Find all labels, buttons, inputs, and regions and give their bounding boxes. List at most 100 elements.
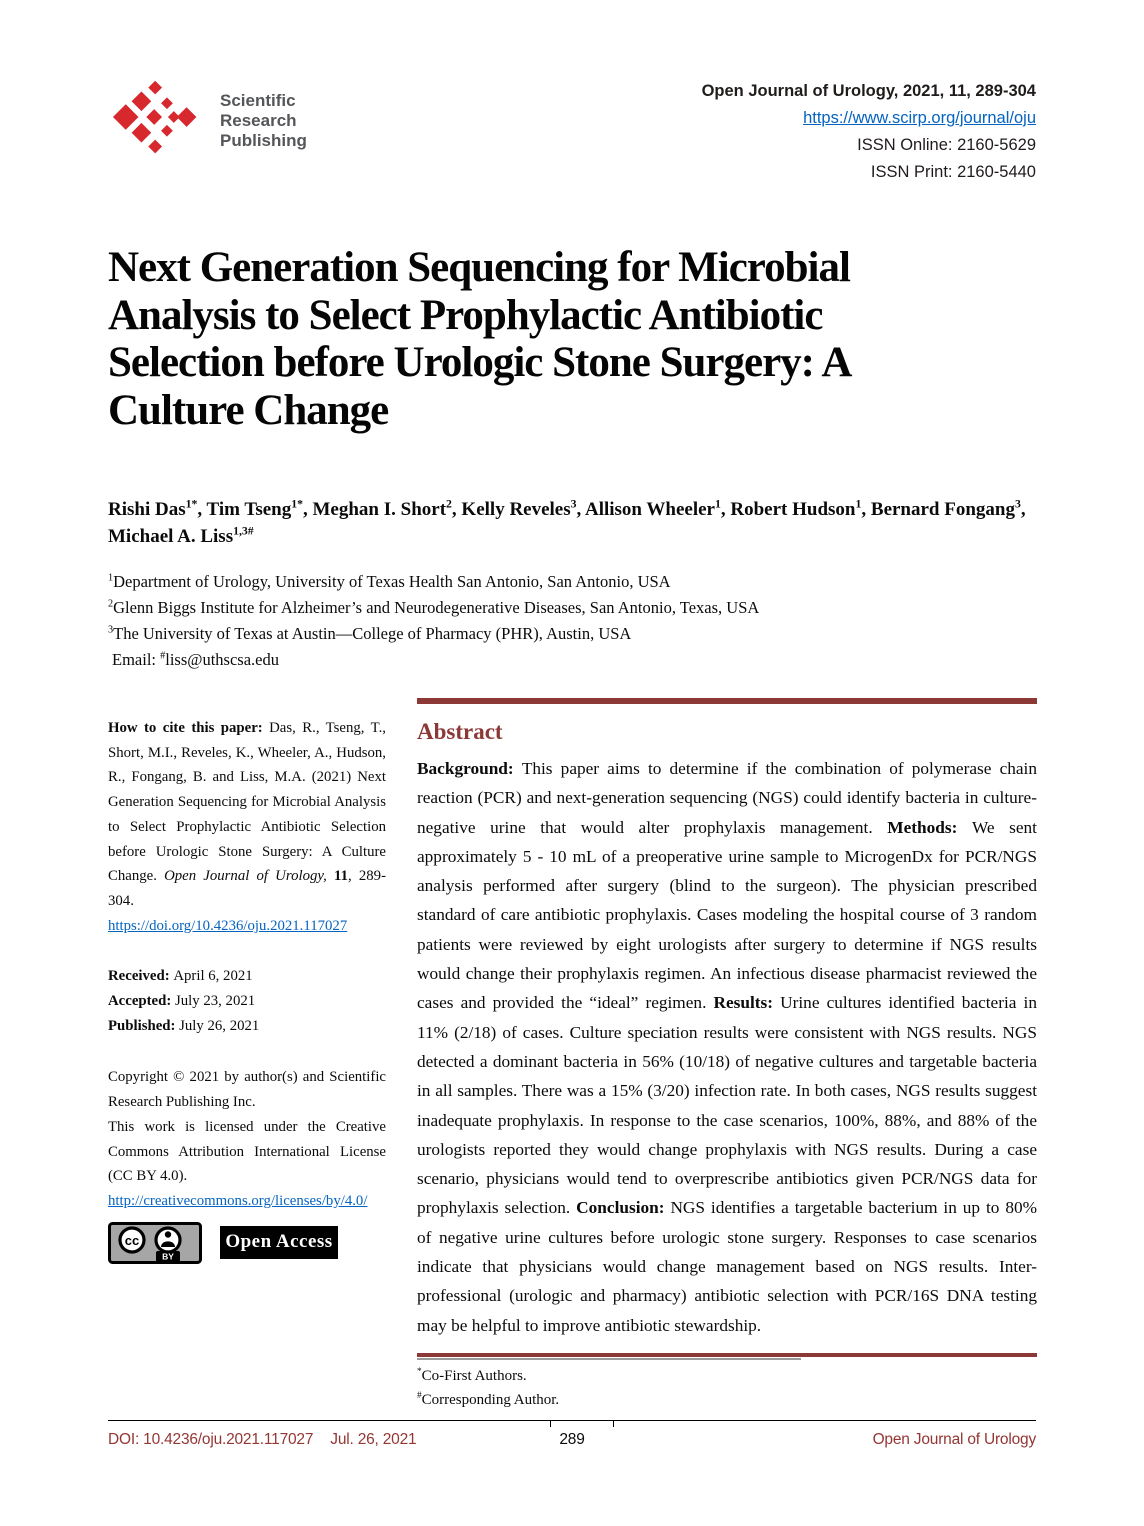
author-superscript: 1: [855, 497, 862, 511]
abstract-results-label: Results:: [713, 993, 781, 1013]
affiliation: 2Glenn Biggs Institute for Alzheimer’s a…: [108, 595, 1028, 621]
published-label: Published:: [108, 1017, 180, 1034]
author-superscript: 1,3#: [233, 524, 254, 538]
journal-url-link[interactable]: https://www.scirp.org/journal/oju: [803, 109, 1036, 127]
abstract-methods-label: Methods:: [887, 817, 972, 837]
affiliation-text: Glenn Biggs Institute for Alzheimer’s an…: [113, 598, 760, 617]
author-superscript: 1*: [291, 497, 303, 511]
title-line: Selection before Urologic Stone Surgery:…: [108, 339, 852, 386]
cc-badge-by-text: BY: [162, 1251, 174, 1261]
author-name: Robert Hudson: [730, 499, 856, 520]
author-name: Bernard Fongang: [870, 499, 1015, 520]
journal-citation-line: Open Journal of Urology, 2021, 11, 289-3…: [701, 82, 1036, 100]
abstract-background-label: Background:: [417, 759, 522, 778]
affiliation-superscript: 3: [108, 624, 114, 636]
publisher-name: Scientific Research Publishing: [220, 74, 307, 151]
abstract-methods-text: We sent approximately 5 - 10 mL of a pre…: [417, 817, 1037, 1013]
footnote-text: Co-First Authors.: [421, 1367, 527, 1384]
footnote: #Corresponding Author.: [417, 1388, 1037, 1413]
footer-journal-name: Open Journal of Urology: [872, 1431, 1037, 1448]
received-line: Received: April 6, 2021: [108, 964, 386, 989]
footnote-text: Corresponding Author.: [421, 1392, 560, 1409]
author-separator: ,: [302, 499, 313, 520]
affiliations: 1Department of Urology, University of Te…: [108, 569, 1028, 673]
footer-doi: DOI: 10.4236/oju.2021.117027: [108, 1431, 314, 1448]
footer-rule-tick: [550, 1421, 551, 1427]
affiliation-text: The University of Texas at Austin—Colleg…: [113, 624, 632, 643]
accepted-line: Accepted: July 23, 2021: [108, 989, 386, 1014]
abstract-results-text: Urine cultures identified bacteria in 11…: [417, 993, 1037, 1218]
abstract-column: Abstract Background: This paper aims to …: [417, 698, 1037, 1413]
author-name: Michael A. Liss: [108, 526, 234, 547]
published-date: July 26, 2021: [179, 1017, 260, 1034]
title-line: Next Generation Sequencing for Microbial: [108, 244, 851, 291]
doi-link[interactable]: https://doi.org/10.4236/oju.2021.117027: [108, 917, 348, 934]
footer-rule: [108, 1420, 1036, 1421]
footer-date: Jul. 26, 2021: [330, 1431, 417, 1448]
footnote-rule: [417, 1352, 1037, 1357]
footnote: *Co-First Authors.: [417, 1364, 1037, 1389]
scirp-diamond-logo-icon: [112, 80, 197, 154]
section-divider-bar: [417, 698, 1037, 704]
author-separator: ,: [720, 499, 731, 520]
cite-label: How to cite this paper:: [108, 720, 270, 736]
author-superscript: 3: [570, 497, 577, 511]
license-badges: cc BY Open Access: [108, 1221, 386, 1264]
license-line: This work is licensed under the Creative…: [108, 1118, 386, 1185]
author-name: Rishi Das: [108, 499, 186, 520]
received-label: Received:: [108, 968, 174, 985]
how-to-cite: How to cite this paper: Das, R., Tseng, …: [108, 716, 386, 914]
author-separator: ,: [197, 499, 207, 520]
affiliation: 1Department of Urology, University of Te…: [108, 569, 1028, 595]
publisher-logo: Scientific Research Publishing: [110, 74, 307, 162]
masthead: Open Journal of Urology, 2021, 11, 289-3…: [702, 78, 1036, 186]
license-link[interactable]: http://creativecommons.org/licenses/by/4…: [108, 1192, 368, 1209]
affiliation-superscript: 2: [108, 598, 114, 610]
accepted-date: July 23, 2021: [174, 993, 256, 1010]
cite-volume: 11: [334, 868, 348, 885]
author-name: Allison Wheeler: [584, 499, 715, 520]
affiliation: 3The University of Texas at Austin—Colle…: [108, 621, 1028, 647]
email-address: liss@uthscsa.edu: [165, 650, 279, 669]
received-date: April 6, 2021: [173, 968, 253, 985]
author-name: Kelly Reveles: [461, 499, 571, 520]
open-access-badge[interactable]: Open Access: [220, 1226, 338, 1260]
author-separator: ,: [1020, 499, 1026, 520]
cite-text: Das, R., Tseng, T., Short, M.I., Reveles…: [108, 720, 386, 885]
author-separator: ,: [576, 499, 585, 520]
author-separator: ,: [451, 499, 462, 520]
footer-page-number: 289: [559, 1431, 585, 1448]
author-separator: ,: [861, 499, 871, 520]
affiliation-text: Department of Urology, University of Tex…: [113, 572, 671, 591]
accepted-label: Accepted:: [108, 993, 175, 1010]
author-superscript: 1*: [185, 497, 198, 511]
author-name: Tim Tseng: [206, 499, 292, 520]
title-line: Culture Change: [108, 386, 389, 434]
title-line: Analysis to Select Prophylactic Antibiot…: [108, 291, 823, 339]
footnote-rule-thin: [417, 1357, 802, 1360]
author-superscript: 3: [1015, 497, 1021, 511]
page-footer: DOI: 10.4236/oju.2021.117027 Jul. 26, 20…: [108, 1431, 1036, 1449]
cite-pages: , 289-304.: [108, 868, 386, 909]
abstract-text: Background: This paper aims to determine…: [417, 754, 1037, 1340]
footnote-marker: #: [417, 1391, 422, 1402]
abstract-heading: Abstract: [417, 719, 503, 744]
sidebar: How to cite this paper: Das, R., Tseng, …: [108, 716, 386, 1264]
cc-by-badge[interactable]: cc BY: [108, 1221, 202, 1264]
authors-line: Rishi Das1*, Tim Tseng1*, Meghan I. Shor…: [108, 496, 1048, 550]
copyright-line: Copyright © 2021 by author(s) and Scient…: [108, 1069, 386, 1111]
abstract-background-text: This paper aims to determine if the comb…: [417, 759, 1037, 837]
copyright-block: Copyright © 2021 by author(s) and Scient…: [108, 1065, 386, 1189]
issn-print: ISSN Print: 2160-5440: [870, 163, 1036, 181]
paper-title: Next Generation Sequencing for Microbial…: [108, 244, 852, 434]
footnote-marker: *: [417, 1366, 422, 1377]
article-dates: Received: April 6, 2021 Accepted: July 2…: [108, 964, 386, 1038]
author-superscript: 1: [715, 497, 721, 511]
logo-text-line: Publishing: [220, 131, 307, 150]
cc-badge-cc-text: cc: [125, 1233, 139, 1248]
open-access-label: Open Access: [225, 1231, 333, 1253]
email-line: Email: #liss@uthscsa.edu: [108, 647, 1028, 673]
email-label: Email:: [112, 650, 161, 669]
published-line: Published: July 26, 2021: [108, 1014, 386, 1039]
